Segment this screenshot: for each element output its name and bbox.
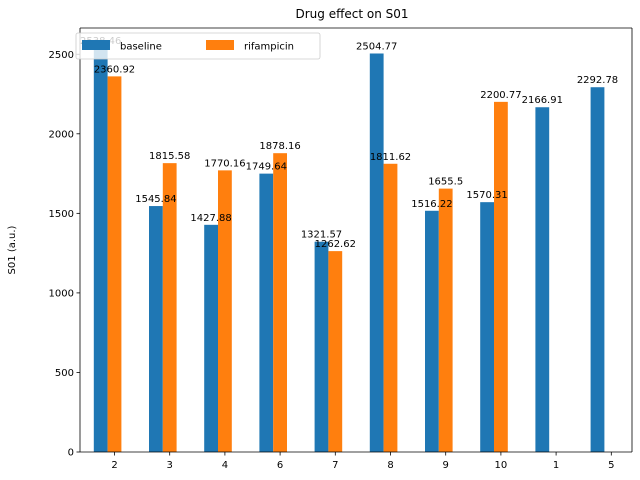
x-tick-label: 10	[495, 460, 508, 471]
bar-baseline-3	[149, 206, 163, 452]
data-label-rifampicin-4: 1770.16	[204, 158, 245, 169]
data-label-rifampicin-10: 2200.77	[480, 90, 521, 101]
bar-baseline-4	[204, 224, 218, 452]
y-tick-label: 1500	[49, 209, 74, 220]
data-label-rifampicin-6: 1878.16	[259, 141, 300, 152]
data-label-baseline-7: 1321.57	[301, 230, 342, 241]
x-tick-label: 7	[332, 460, 338, 471]
legend: baseline rifampicin	[75, 32, 321, 60]
bar-baseline-5	[590, 87, 605, 452]
bar-baseline-1	[535, 107, 550, 452]
y-tick-label: 1000	[49, 288, 74, 299]
data-label-baseline-1: 2166.91	[522, 95, 563, 106]
bar-baseline-6	[259, 173, 274, 453]
x-tick-label: 9	[443, 460, 449, 471]
x-tick-label: 1	[553, 460, 559, 471]
bar-baseline-7	[314, 241, 329, 452]
data-label-rifampicin-3: 1815.58	[149, 151, 190, 162]
y-tick-label: 0	[68, 448, 74, 459]
x-tick-label: 6	[277, 460, 283, 471]
bar-rifampicin-8	[383, 163, 398, 452]
data-label-baseline-8: 2504.77	[356, 41, 397, 52]
data-label-baseline-9: 1516.22	[411, 199, 452, 210]
data-label-rifampicin-2: 2360.92	[94, 64, 135, 75]
bar-baseline-2	[93, 48, 108, 452]
legend-swatch-rifampicin	[206, 40, 234, 50]
y-tick-label: 2000	[49, 129, 74, 140]
x-tick-label: 2	[111, 460, 117, 471]
bar-rifampicin-7	[328, 251, 343, 452]
x-tick-label: 5	[608, 460, 614, 471]
data-label-baseline-3: 1545.84	[135, 194, 176, 205]
bar-baseline-8	[369, 53, 384, 453]
data-label-baseline-4: 1427.88	[190, 213, 231, 224]
bar-rifampicin-4	[218, 170, 232, 453]
data-label-rifampicin-9: 1655.5	[428, 177, 463, 188]
data-label-rifampicin-8: 1811.62	[370, 152, 411, 163]
data-label-rifampicin-7: 1262.62	[315, 239, 356, 250]
chart-title: Drug effect on S01	[295, 7, 408, 21]
legend-label-rifampicin: rifampicin	[244, 42, 294, 53]
data-label-baseline-10: 1570.31	[466, 190, 507, 201]
x-tick-label: 3	[167, 460, 173, 471]
bar-rifampicin-3	[162, 163, 177, 452]
legend-box	[75, 32, 321, 60]
bar-rifampicin-6	[273, 153, 287, 453]
bar-rifampicin-9	[438, 188, 453, 452]
bar-baseline-9	[425, 210, 439, 452]
y-tick-label: 2500	[49, 50, 74, 61]
data-label-baseline-6: 1749.64	[246, 162, 287, 173]
legend-label-baseline: baseline	[120, 42, 162, 53]
data-label-baseline-5: 2292.78	[577, 75, 618, 86]
y-axis-label: S01 (a.u.)	[7, 225, 18, 274]
legend-swatch-baseline	[82, 40, 110, 50]
y-tick-label: 500	[55, 368, 74, 379]
bar-rifampicin-10	[494, 101, 508, 452]
bar-baseline-10	[480, 202, 494, 452]
x-tick-label: 8	[387, 460, 393, 471]
plot-area: 2538.461545.841427.881749.641321.572504.…	[49, 27, 633, 471]
x-tick-label: 4	[222, 460, 228, 471]
bar-rifampicin-2	[107, 76, 122, 452]
